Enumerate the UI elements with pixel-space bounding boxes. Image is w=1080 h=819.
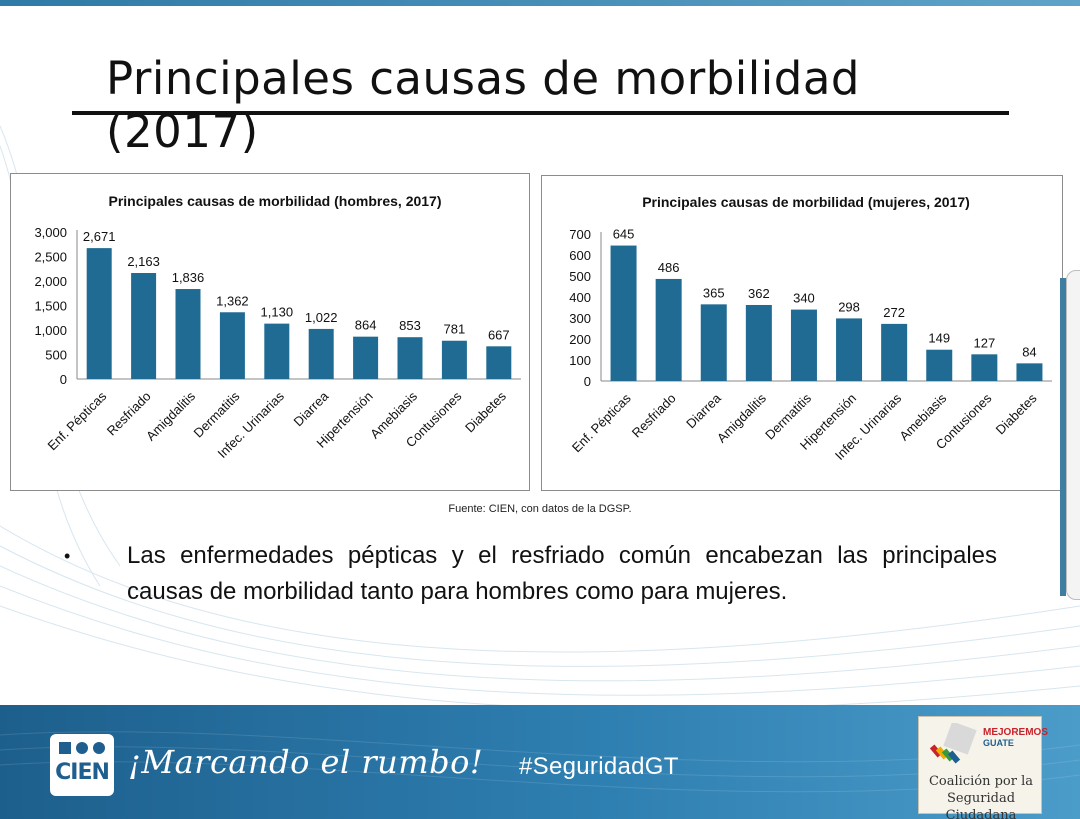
x-tick-label: Diarrea — [291, 388, 332, 429]
y-tick-label: 700 — [569, 227, 591, 242]
partner-caption: Coalición por la Seguridad Ciudadana — [919, 773, 1043, 819]
bar-value-label: 149 — [928, 331, 950, 346]
bar-value-label: 272 — [883, 305, 905, 320]
y-tick-label: 1,000 — [34, 323, 67, 338]
bar-value-label: 1,362 — [216, 293, 249, 308]
bar-value-label: 645 — [613, 227, 635, 242]
logo-circle — [76, 742, 88, 754]
slide-title: Principales causas de morbilidad (2017) — [106, 52, 860, 158]
bar[interactable] — [219, 312, 245, 379]
partner-line-2: Seguridad Ciudadana — [945, 791, 1017, 819]
bar[interactable] — [1016, 363, 1043, 381]
bar-value-label: 127 — [973, 335, 995, 350]
x-tick-label: Enf. Pépticas — [45, 388, 110, 453]
side-tab[interactable] — [1066, 270, 1080, 600]
y-tick-label: 2,000 — [34, 274, 67, 289]
bar[interactable] — [971, 354, 998, 381]
y-tick-label: 2,500 — [34, 250, 67, 265]
bar-value-label: 1,836 — [172, 270, 205, 285]
y-tick-label: 0 — [584, 374, 591, 389]
bar[interactable] — [175, 289, 201, 379]
chart-hombres: Principales causas de morbilidad (hombre… — [10, 173, 530, 491]
y-tick-label: 0 — [60, 372, 67, 387]
title-underline — [72, 111, 1009, 115]
bar-value-label: 864 — [355, 318, 377, 333]
bar[interactable] — [655, 278, 682, 381]
bar-value-label: 1,130 — [261, 305, 294, 320]
bar-value-label: 2,671 — [83, 229, 116, 244]
partner-line-1: Coalición por la — [928, 774, 1033, 789]
footer-lines — [0, 731, 1080, 793]
bar-value-label: 2,163 — [127, 254, 160, 269]
y-tick-label: 600 — [569, 248, 591, 263]
partner-emblem-icon — [929, 723, 977, 764]
bar-value-label: 362 — [748, 286, 770, 301]
bar[interactable] — [700, 304, 727, 381]
y-tick-label: 100 — [569, 353, 591, 368]
side-tab-bar — [1060, 278, 1066, 596]
bar[interactable] — [486, 346, 512, 379]
partner-mid-text: GUATE — [983, 738, 1014, 748]
bar[interactable] — [397, 337, 423, 379]
bar[interactable] — [441, 340, 467, 379]
logo-text: CIEN — [55, 760, 110, 785]
bar-value-label: 340 — [793, 291, 815, 306]
x-tick-label: Enf. Pépticas — [569, 390, 634, 455]
y-tick-label: 200 — [569, 332, 591, 347]
motto: ¡Marcando el rumbo! — [128, 743, 484, 781]
chart-hombres-svg: Principales causas de morbilidad (hombre… — [34, 193, 521, 461]
hashtag[interactable]: #SeguridadGT — [519, 753, 679, 780]
x-tick-label: Resfriado — [629, 391, 679, 441]
bullet-marker: • — [64, 546, 71, 566]
bar[interactable] — [926, 349, 953, 381]
y-tick-label: 300 — [569, 311, 591, 326]
y-tick-label: 1,500 — [34, 299, 67, 314]
partner-logo[interactable]: MEJOREMOS GUATE Coalición por la Segurid… — [918, 716, 1048, 819]
y-tick-label: 500 — [45, 348, 67, 363]
y-tick-label: 400 — [569, 290, 591, 305]
bar[interactable] — [745, 304, 772, 381]
logo-circle — [93, 742, 105, 754]
bar-value-label: 84 — [1022, 344, 1036, 359]
bar[interactable] — [610, 245, 637, 381]
bar[interactable] — [353, 336, 379, 379]
chart-mujeres-svg: Principales causas de morbilidad (mujere… — [569, 194, 1052, 463]
bar-value-label: 667 — [488, 327, 510, 342]
x-tick-label: Amigdalitis — [714, 390, 769, 445]
x-tick-label: Amigdalitis — [143, 388, 198, 443]
bar-value-label: 298 — [838, 299, 860, 314]
bullet-text: Las enfermedades pépticas y el resfriado… — [127, 542, 997, 605]
chart-title: Principales causas de morbilidad (mujere… — [642, 194, 970, 210]
x-tick-label: Diarrea — [683, 390, 724, 431]
logo-square — [59, 742, 71, 754]
bar[interactable] — [790, 309, 817, 381]
bar[interactable] — [131, 273, 157, 379]
bar-value-label: 781 — [444, 322, 466, 337]
footer-banner: CIEN ¡Marcando el rumbo! #SeguridadGT ME… — [0, 705, 1080, 819]
chart-title: Principales causas de morbilidad (hombre… — [108, 193, 441, 209]
partner-top-text: MEJOREMOS — [983, 727, 1049, 738]
x-tick-label: Diabetes — [462, 388, 509, 435]
y-tick-label: 500 — [569, 269, 591, 284]
cien-logo[interactable]: CIEN — [50, 734, 114, 796]
bar-value-label: 853 — [399, 318, 421, 333]
source-note: Fuente: CIEN, con datos de la DGSP. — [448, 503, 632, 515]
y-tick-label: 3,000 — [34, 225, 67, 240]
bar-value-label: 365 — [703, 285, 725, 300]
x-tick-label: Diabetes — [993, 390, 1040, 437]
bar[interactable] — [308, 328, 334, 379]
bar-value-label: 1,022 — [305, 310, 338, 325]
chart-mujeres: Principales causas de morbilidad (mujere… — [541, 175, 1063, 491]
bar[interactable] — [264, 323, 290, 379]
bar[interactable] — [881, 323, 908, 381]
bar-value-label: 486 — [658, 260, 680, 275]
bar[interactable] — [86, 248, 112, 379]
bar[interactable] — [836, 318, 863, 381]
top-accent-strip — [0, 0, 1080, 6]
